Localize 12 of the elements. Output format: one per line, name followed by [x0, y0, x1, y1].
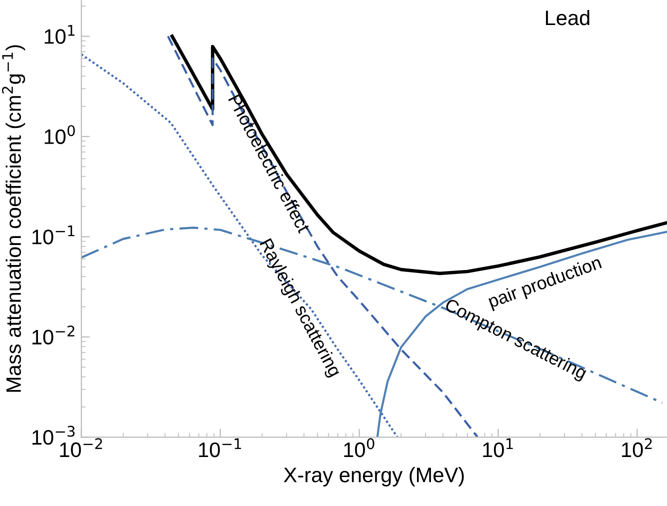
y-tick-label: 10$^{−1}$ — [32, 226, 74, 244]
x-tick-label: 10$^{0}$ — [344, 438, 374, 458]
x-tick-label: 10$^{1}$ — [483, 438, 513, 458]
x-tick-label: 10$^{−1}$ — [199, 438, 242, 458]
chart-title: Lead — [546, 10, 590, 26]
x-tick-label: 10$^{−2}$ — [60, 438, 102, 458]
y-tick-label: 10$^{0}$ — [44, 125, 75, 144]
y-tick-label: 10$^{−2}$ — [32, 326, 74, 345]
x-axis-title: X-ray energy (MeV) — [284, 467, 464, 486]
y-tick-label: 10$^{1}$ — [44, 25, 74, 44]
x-tick-label: 10$^{2}$ — [622, 438, 652, 458]
y-axis-title: Mass attenuation coefficient (cm$^{2}$g$^{−1}$) — [2, 45, 26, 392]
